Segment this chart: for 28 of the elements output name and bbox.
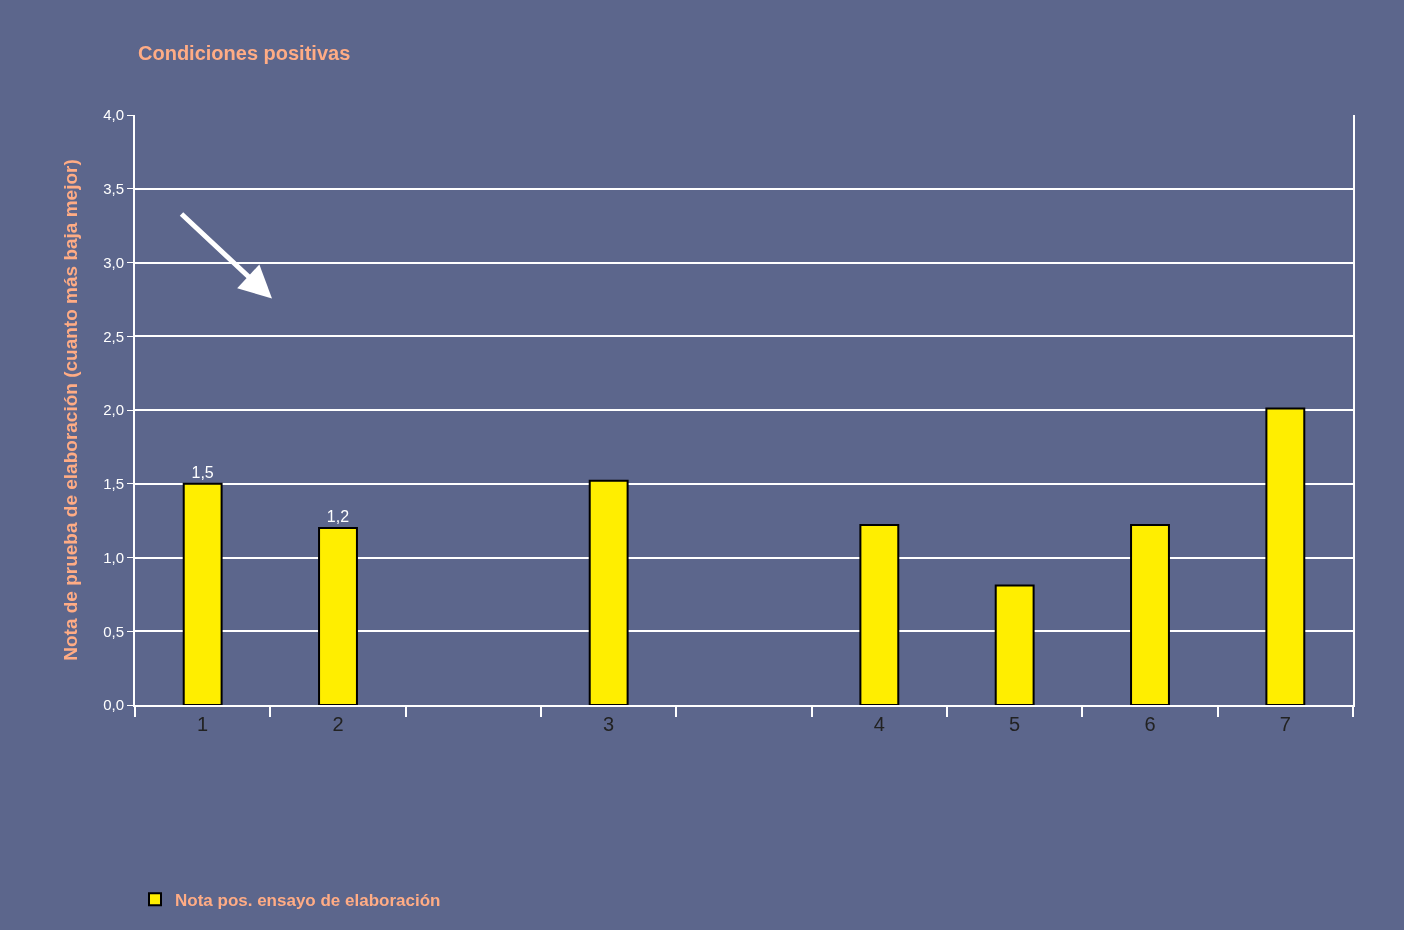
y-tick-label: 0,5 <box>103 622 124 640</box>
bar <box>994 584 1035 705</box>
y-axis-title: Nota de prueba de elaboración (cuanto más baja mejor) <box>60 159 82 661</box>
x-tick-label: 6 <box>1144 713 1156 735</box>
x-tick-label: 5 <box>1009 713 1021 735</box>
x-tick-label: 4 <box>873 713 885 735</box>
y-tick-label: 2,5 <box>103 327 124 345</box>
y-tick-label: 4,0 <box>103 106 124 124</box>
bar <box>859 524 900 705</box>
bar <box>1265 407 1306 705</box>
bar <box>1130 524 1170 705</box>
y-tick-label: 1,0 <box>103 548 124 566</box>
x-tick-label: 2 <box>332 713 344 735</box>
x-tick-label: 7 <box>1279 713 1291 735</box>
x-tick-label: 3 <box>603 713 615 735</box>
y-tick-label: 1,5 <box>103 475 124 492</box>
data-label: 1,2 <box>326 508 350 525</box>
y-tick-label: 0,0 <box>103 696 124 714</box>
bar <box>182 482 223 705</box>
x-tick-label: 1 <box>197 713 209 735</box>
chart-title: Condiciones positivas <box>138 42 351 64</box>
y-tick-label: 3,0 <box>103 253 124 271</box>
y-tick-label: 3,5 <box>103 180 124 197</box>
legend-label: Nota pos. ensayo de elaboración <box>175 890 441 910</box>
data-label: 1,5 <box>191 463 214 481</box>
y-tick-label: 2,0 <box>103 401 124 419</box>
bar <box>588 479 629 705</box>
bar <box>318 527 358 705</box>
